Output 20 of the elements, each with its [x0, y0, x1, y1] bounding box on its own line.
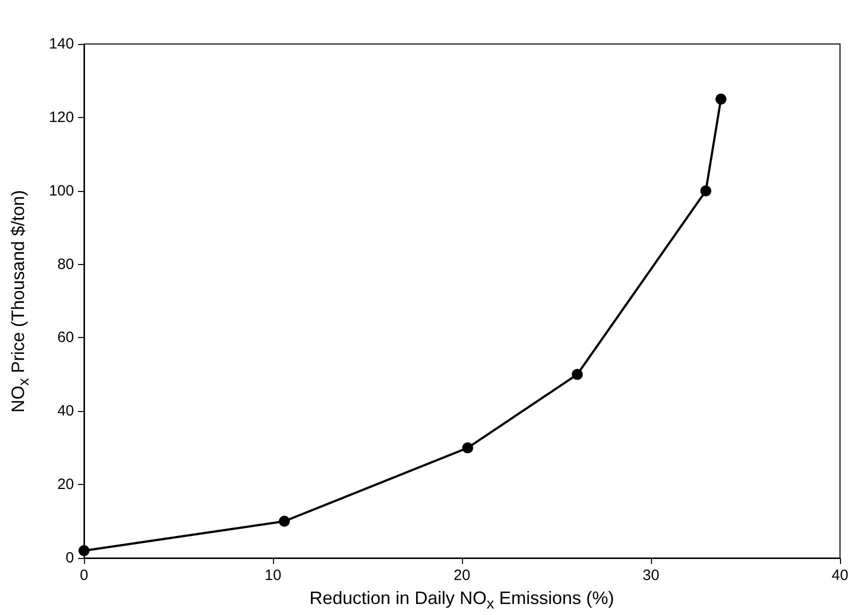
y-tick-label: 40: [57, 402, 74, 420]
y-tick-label: 80: [57, 256, 74, 273]
x-tick-label: 10: [264, 567, 282, 584]
y-tick-label: 120: [48, 108, 74, 126]
point: [715, 94, 726, 105]
x-tick-label: 0: [80, 567, 88, 584]
point: [278, 516, 290, 527]
y-tick-label: 100: [48, 182, 74, 200]
y-tick-label: 140: [48, 36, 74, 52]
y-tick-label: 60: [57, 329, 74, 346]
point: [700, 185, 712, 196]
x-tick-label: 40: [832, 567, 848, 584]
x-tick-label: 30: [642, 567, 660, 584]
point: [78, 545, 90, 556]
point: [572, 368, 583, 380]
y-tick-label: 0: [66, 550, 74, 566]
y-tick-label: 20: [57, 476, 74, 494]
point: [462, 442, 474, 454]
x-tick-label: 20: [454, 567, 470, 584]
x-axis-title: Reduction in Daily NO$_{x}$ Emissions (%): [310, 588, 614, 613]
